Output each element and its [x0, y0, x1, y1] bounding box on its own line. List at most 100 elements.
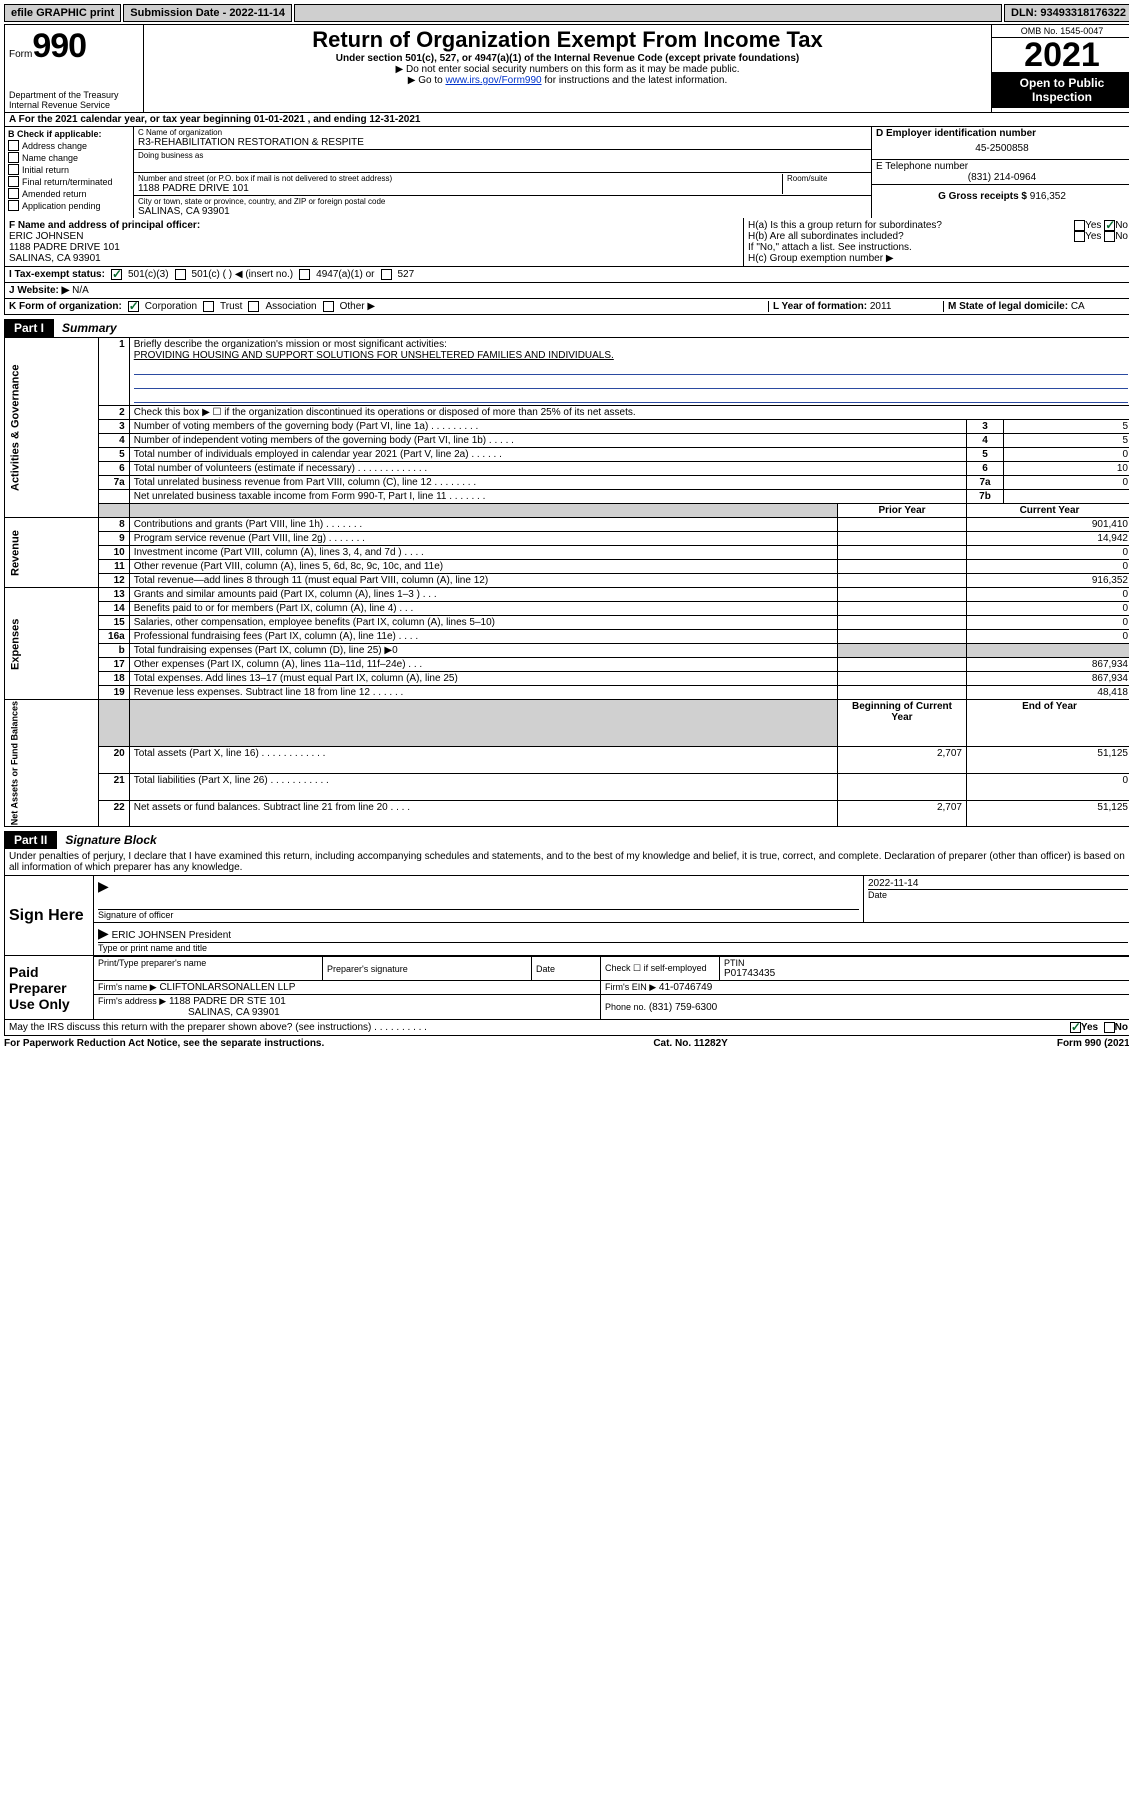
phone-lbl: E Telephone number — [876, 161, 1128, 172]
box-b: B Check if applicable: Address change Na… — [5, 127, 134, 218]
col-begin: Beginning of Current Year — [838, 700, 967, 747]
gov-row: 4Number of independent voting members of… — [5, 434, 1129, 448]
hb-no-lbl: No — [1115, 231, 1128, 242]
hc-lbl: H(c) Group exemption number ▶ — [748, 253, 1128, 264]
city-val: SALINAS, CA 93901 — [138, 206, 867, 217]
chk-name[interactable] — [8, 152, 19, 163]
exp-row: 19Revenue less expenses. Subtract line 1… — [5, 686, 1129, 700]
hb-yes-lbl: Yes — [1085, 231, 1101, 242]
exp-row: 14Benefits paid to or for members (Part … — [5, 602, 1129, 616]
chk-501c3[interactable] — [111, 269, 122, 280]
dba-lbl: Doing business as — [138, 151, 867, 160]
ty-begin: 01-01-2021 — [254, 114, 305, 125]
ha-yes[interactable] — [1074, 220, 1085, 231]
form-number: 990 — [32, 27, 86, 65]
col-prior: Prior Year — [838, 504, 967, 518]
summary-table: Activities & Governance 1 Briefly descri… — [4, 337, 1129, 827]
sign-here-lbl: Sign Here — [5, 876, 94, 955]
ha-yes-lbl: Yes — [1085, 220, 1101, 231]
exp-row: bTotal fundraising expenses (Part IX, co… — [5, 644, 1129, 658]
exp-row: 16aProfessional fundraising fees (Part I… — [5, 630, 1129, 644]
col-curr: Current Year — [967, 504, 1129, 518]
form-org-lbl: K Form of organization: — [9, 301, 122, 312]
lbl-name: Name change — [22, 153, 78, 163]
ptin-val: P01743435 — [724, 968, 1128, 979]
part2-header: Part II Signature Block — [4, 831, 1129, 849]
q1-num: 1 — [98, 338, 129, 406]
row-i: I Tax-exempt status: 501(c)(3) 501(c) ( … — [4, 267, 1129, 283]
addr-lbl: Number and street (or P.O. box if mail i… — [138, 174, 782, 183]
q2-text: Check this box ▶ ☐ if the organization d… — [129, 406, 1129, 420]
website-lbl: J Website: ▶ — [9, 285, 69, 296]
hb-yes[interactable] — [1074, 231, 1085, 242]
lbl-app: Application pending — [22, 201, 101, 211]
hb-lbl: H(b) Are all subordinates included? — [748, 231, 1074, 242]
row-k: K Form of organization: Corporation Trus… — [4, 299, 1129, 315]
page-footer: For Paperwork Reduction Act Notice, see … — [4, 1036, 1129, 1051]
discuss-no[interactable] — [1104, 1022, 1115, 1033]
row-a-pre: A For the 2021 calendar year, or tax yea… — [9, 114, 254, 125]
discuss-yes[interactable] — [1070, 1022, 1081, 1033]
lbl-4947: 4947(a)(1) or — [316, 269, 374, 280]
chk-501c[interactable] — [175, 269, 186, 280]
discuss-q: May the IRS discuss this return with the… — [9, 1022, 1070, 1033]
footer-right: Form 990 (2021) — [1057, 1038, 1129, 1049]
firm-addr2: SALINAS, CA 93901 — [188, 1007, 280, 1018]
box-c: C Name of organization R3-REHABILITATION… — [134, 127, 871, 218]
goto-link[interactable]: www.irs.gov/Form990 — [445, 75, 541, 86]
rev-row: 12Total revenue—add lines 8 through 11 (… — [5, 574, 1129, 588]
gov-row: 5Total number of individuals employed in… — [5, 448, 1129, 462]
chk-app[interactable] — [8, 200, 19, 211]
sign-here-block: Sign Here ▶ Signature of officer 2022-11… — [4, 876, 1129, 956]
ty-end: 12-31-2021 — [369, 114, 420, 125]
firm-ein-val: 41-0746749 — [659, 982, 712, 993]
prep-name-lbl: Print/Type preparer's name — [98, 958, 318, 968]
efile-button[interactable]: efile GRAPHIC print — [4, 4, 121, 22]
firm-addr: 1188 PADRE DR STE 101 — [169, 996, 286, 1007]
firm-lbl: Firm's name ▶ — [98, 982, 157, 992]
discuss-no-lbl: No — [1115, 1022, 1128, 1033]
vert-exp: Expenses — [5, 588, 99, 700]
firm-phone-val: (831) 759-6300 — [649, 1002, 717, 1013]
box-de: D Employer identification number 45-2500… — [871, 127, 1129, 218]
part2-num: Part II — [4, 831, 57, 849]
net-row: 22Net assets or fund balances. Subtract … — [5, 800, 1129, 827]
footer-mid: Cat. No. 11282Y — [653, 1038, 727, 1049]
chk-addr[interactable] — [8, 140, 19, 151]
officer-lbl: F Name and address of principal officer: — [9, 220, 739, 231]
hb-no[interactable] — [1104, 231, 1115, 242]
rev-row: 11Other revenue (Part VIII, column (A), … — [5, 560, 1129, 574]
gov-row: Net unrelated business taxable income fr… — [5, 490, 1129, 504]
block-bcde: B Check if applicable: Address change Na… — [4, 127, 1129, 218]
ha-no[interactable] — [1104, 220, 1115, 231]
exp-row: 18Total expenses. Add lines 13–17 (must … — [5, 672, 1129, 686]
chk-other[interactable] — [323, 301, 334, 312]
gov-row: 3Number of voting members of the governi… — [5, 420, 1129, 434]
firm-ein-lbl: Firm's EIN ▶ — [605, 982, 656, 992]
room-lbl: Room/suite — [787, 174, 867, 183]
prep-date-lbl: Date — [536, 964, 596, 974]
vert-gov: Activities & Governance — [5, 338, 99, 518]
ha-no-lbl: No — [1115, 220, 1128, 231]
chk-assoc[interactable] — [248, 301, 259, 312]
chk-corp[interactable] — [128, 301, 139, 312]
sig-date-lbl: Date — [868, 889, 1128, 900]
mission-text: PROVIDING HOUSING AND SUPPORT SOLUTIONS … — [134, 350, 614, 361]
box-h: H(a) Is this a group return for subordin… — [744, 218, 1129, 266]
top-bar: efile GRAPHIC print Submission Date - 20… — [4, 4, 1129, 22]
gross-val: 916,352 — [1030, 191, 1066, 202]
part1-title: Summary — [54, 319, 1129, 337]
ha-lbl: H(a) Is this a group return for subordin… — [748, 220, 1074, 231]
chk-final[interactable] — [8, 176, 19, 187]
penalties-text: Under penalties of perjury, I declare th… — [4, 849, 1129, 876]
chk-527[interactable] — [381, 269, 392, 280]
form-title: Return of Organization Exempt From Incom… — [150, 27, 985, 53]
chk-amend[interactable] — [8, 188, 19, 199]
vert-rev: Revenue — [5, 518, 99, 588]
lbl-assoc: Association — [265, 301, 316, 312]
chk-trust[interactable] — [203, 301, 214, 312]
sig-name: ERIC JOHNSEN President — [112, 930, 231, 941]
chk-4947[interactable] — [299, 269, 310, 280]
chk-init[interactable] — [8, 164, 19, 175]
lbl-501c: 501(c) ( ) ◀ (insert no.) — [192, 269, 294, 280]
